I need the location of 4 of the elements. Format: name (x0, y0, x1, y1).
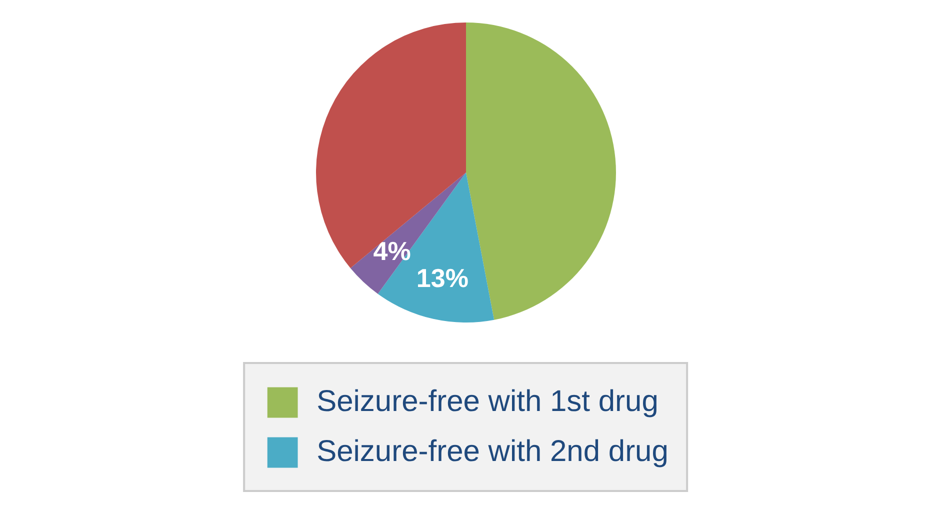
legend-label: Seizure-free with 1st drug (316, 384, 658, 420)
data-label: 4% (373, 236, 411, 266)
data-label: 13% (416, 262, 468, 293)
legend-label: Seizure-free with 2nd drug (316, 434, 668, 470)
